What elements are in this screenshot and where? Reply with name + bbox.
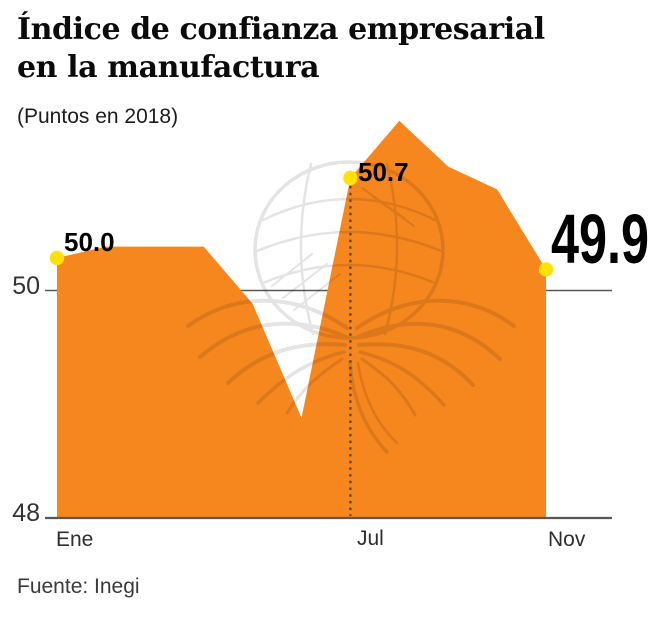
data-point-markers (49, 170, 554, 277)
chart-title: Índice de confianza empresarial en la man… (17, 11, 545, 87)
data-point-marker-jul (343, 170, 358, 186)
x-tick-nov: Nov (548, 528, 586, 551)
x-tick-ene: Ene (56, 528, 93, 551)
y-tick-48: 48 (12, 499, 40, 527)
chart-title-line2: en la manufactura (17, 50, 320, 85)
data-point-marker-ene (49, 250, 65, 266)
watermark-globe-icon (253, 160, 445, 340)
value-label-ene: 50.0 (64, 227, 115, 257)
value-label-nov: 49.9 (551, 200, 649, 278)
publisher-watermark (186, 160, 516, 454)
y-tick-50: 50 (12, 272, 40, 300)
value-label-jul: 50.7 (358, 157, 409, 187)
data-point-marker-nov (538, 262, 554, 277)
x-tick-jul: Jul (357, 527, 384, 550)
chart-subtitle: (Puntos en 2018) (17, 105, 179, 128)
source-credit: Fuente: Inegi (17, 575, 140, 598)
area-series (57, 120, 546, 518)
watermark-wings-icon (186, 298, 516, 454)
chart-title-line1: Índice de confianza empresarial (17, 12, 545, 47)
